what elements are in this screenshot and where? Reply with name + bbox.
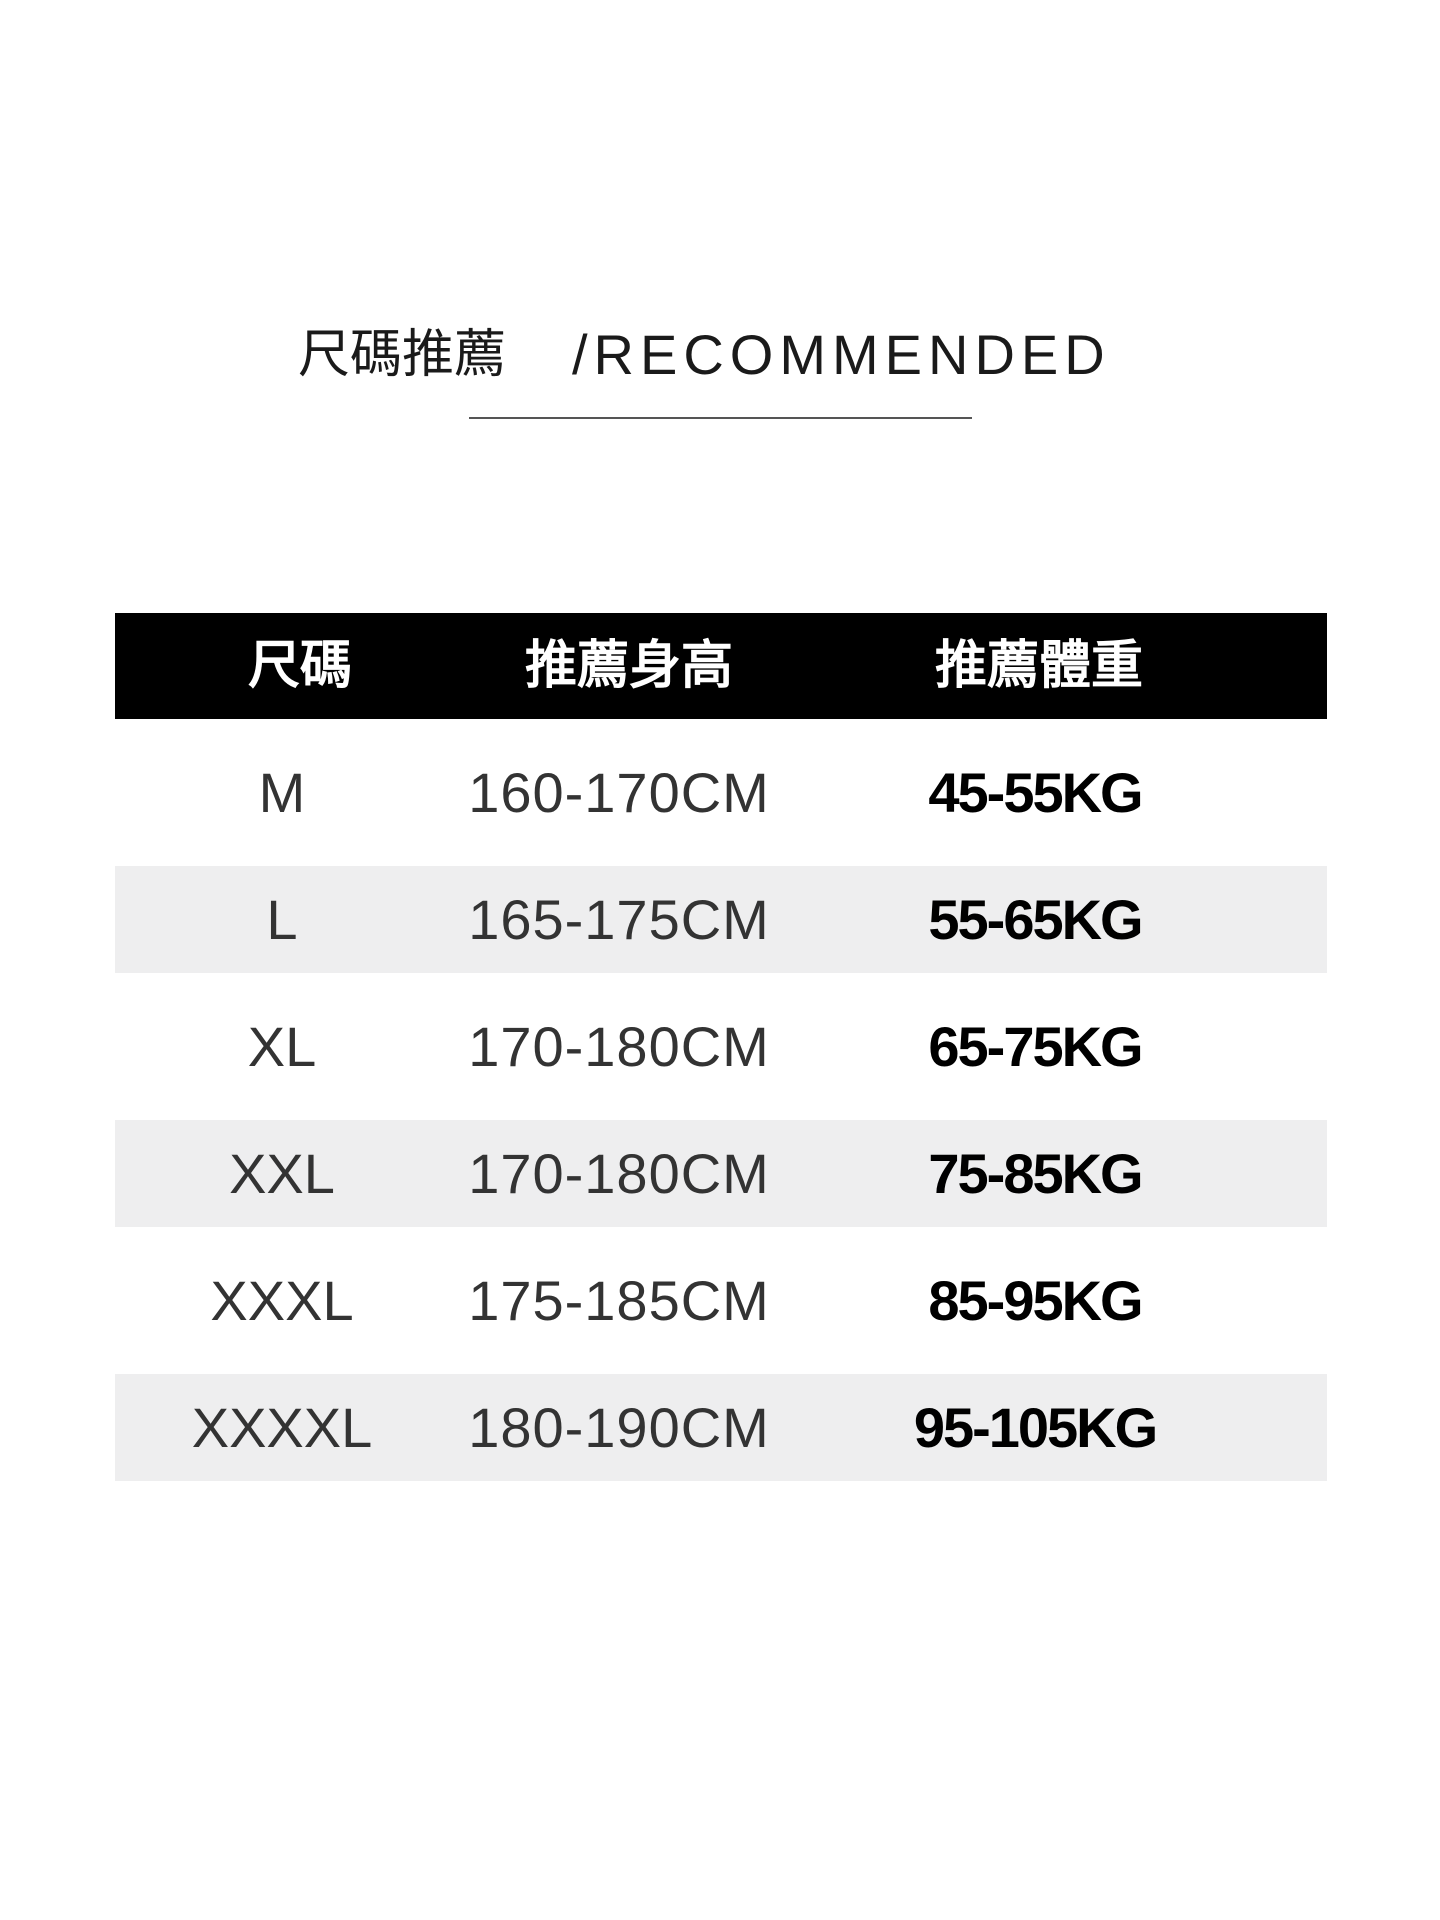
cell-height: 175-185CM [468, 1269, 770, 1332]
table-row: L 165-175CM 55-65KG [115, 866, 1327, 973]
title-underline [469, 417, 972, 419]
table-row: XXXL 175-185CM 85-95KG [115, 1227, 1327, 1374]
cell-size: L [266, 888, 298, 951]
cell-size: XL [247, 1015, 317, 1078]
cell-weight: 45-55KG [928, 761, 1143, 824]
cell-size: XXXL [210, 1269, 354, 1332]
cell-height: 170-180CM [468, 1015, 770, 1078]
cell-size: XXL [229, 1142, 335, 1205]
cell-height: 160-170CM [468, 761, 770, 824]
title-english: /RECOMMENDED [572, 323, 1111, 386]
header-size: 尺碼 [247, 636, 353, 696]
cell-weight: 95-105KG [913, 1396, 1158, 1459]
cell-weight: 85-95KG [928, 1269, 1143, 1332]
cell-size: XXXXL [191, 1396, 373, 1459]
table-row: XXL 170-180CM 75-85KG [115, 1120, 1327, 1227]
header-weight: 推薦體重 [934, 636, 1144, 696]
size-table: 尺碼 推薦身高 推薦體重 M 160-170CM 45-55KG L 165-175CM… [115, 613, 1327, 1481]
cell-height: 165-175CM [468, 888, 770, 951]
table-row: XL 170-180CM 65-75KG [115, 973, 1327, 1120]
cell-height: 180-190CM [468, 1396, 770, 1459]
table-row: M 160-170CM 45-55KG [115, 719, 1327, 866]
cell-weight: 55-65KG [928, 888, 1143, 951]
title-chinese: 尺碼推薦 [298, 325, 507, 385]
table-row: XXXXL 180-190CM 95-105KG [115, 1374, 1327, 1481]
cell-weight: 65-75KG [928, 1015, 1143, 1078]
cell-weight: 75-85KG [928, 1142, 1143, 1205]
header-height: 推薦身高 [524, 636, 734, 696]
table-header: 尺碼 推薦身高 推薦體重 [115, 613, 1327, 719]
cell-size: M [258, 761, 306, 824]
cell-height: 170-180CM [468, 1142, 770, 1205]
